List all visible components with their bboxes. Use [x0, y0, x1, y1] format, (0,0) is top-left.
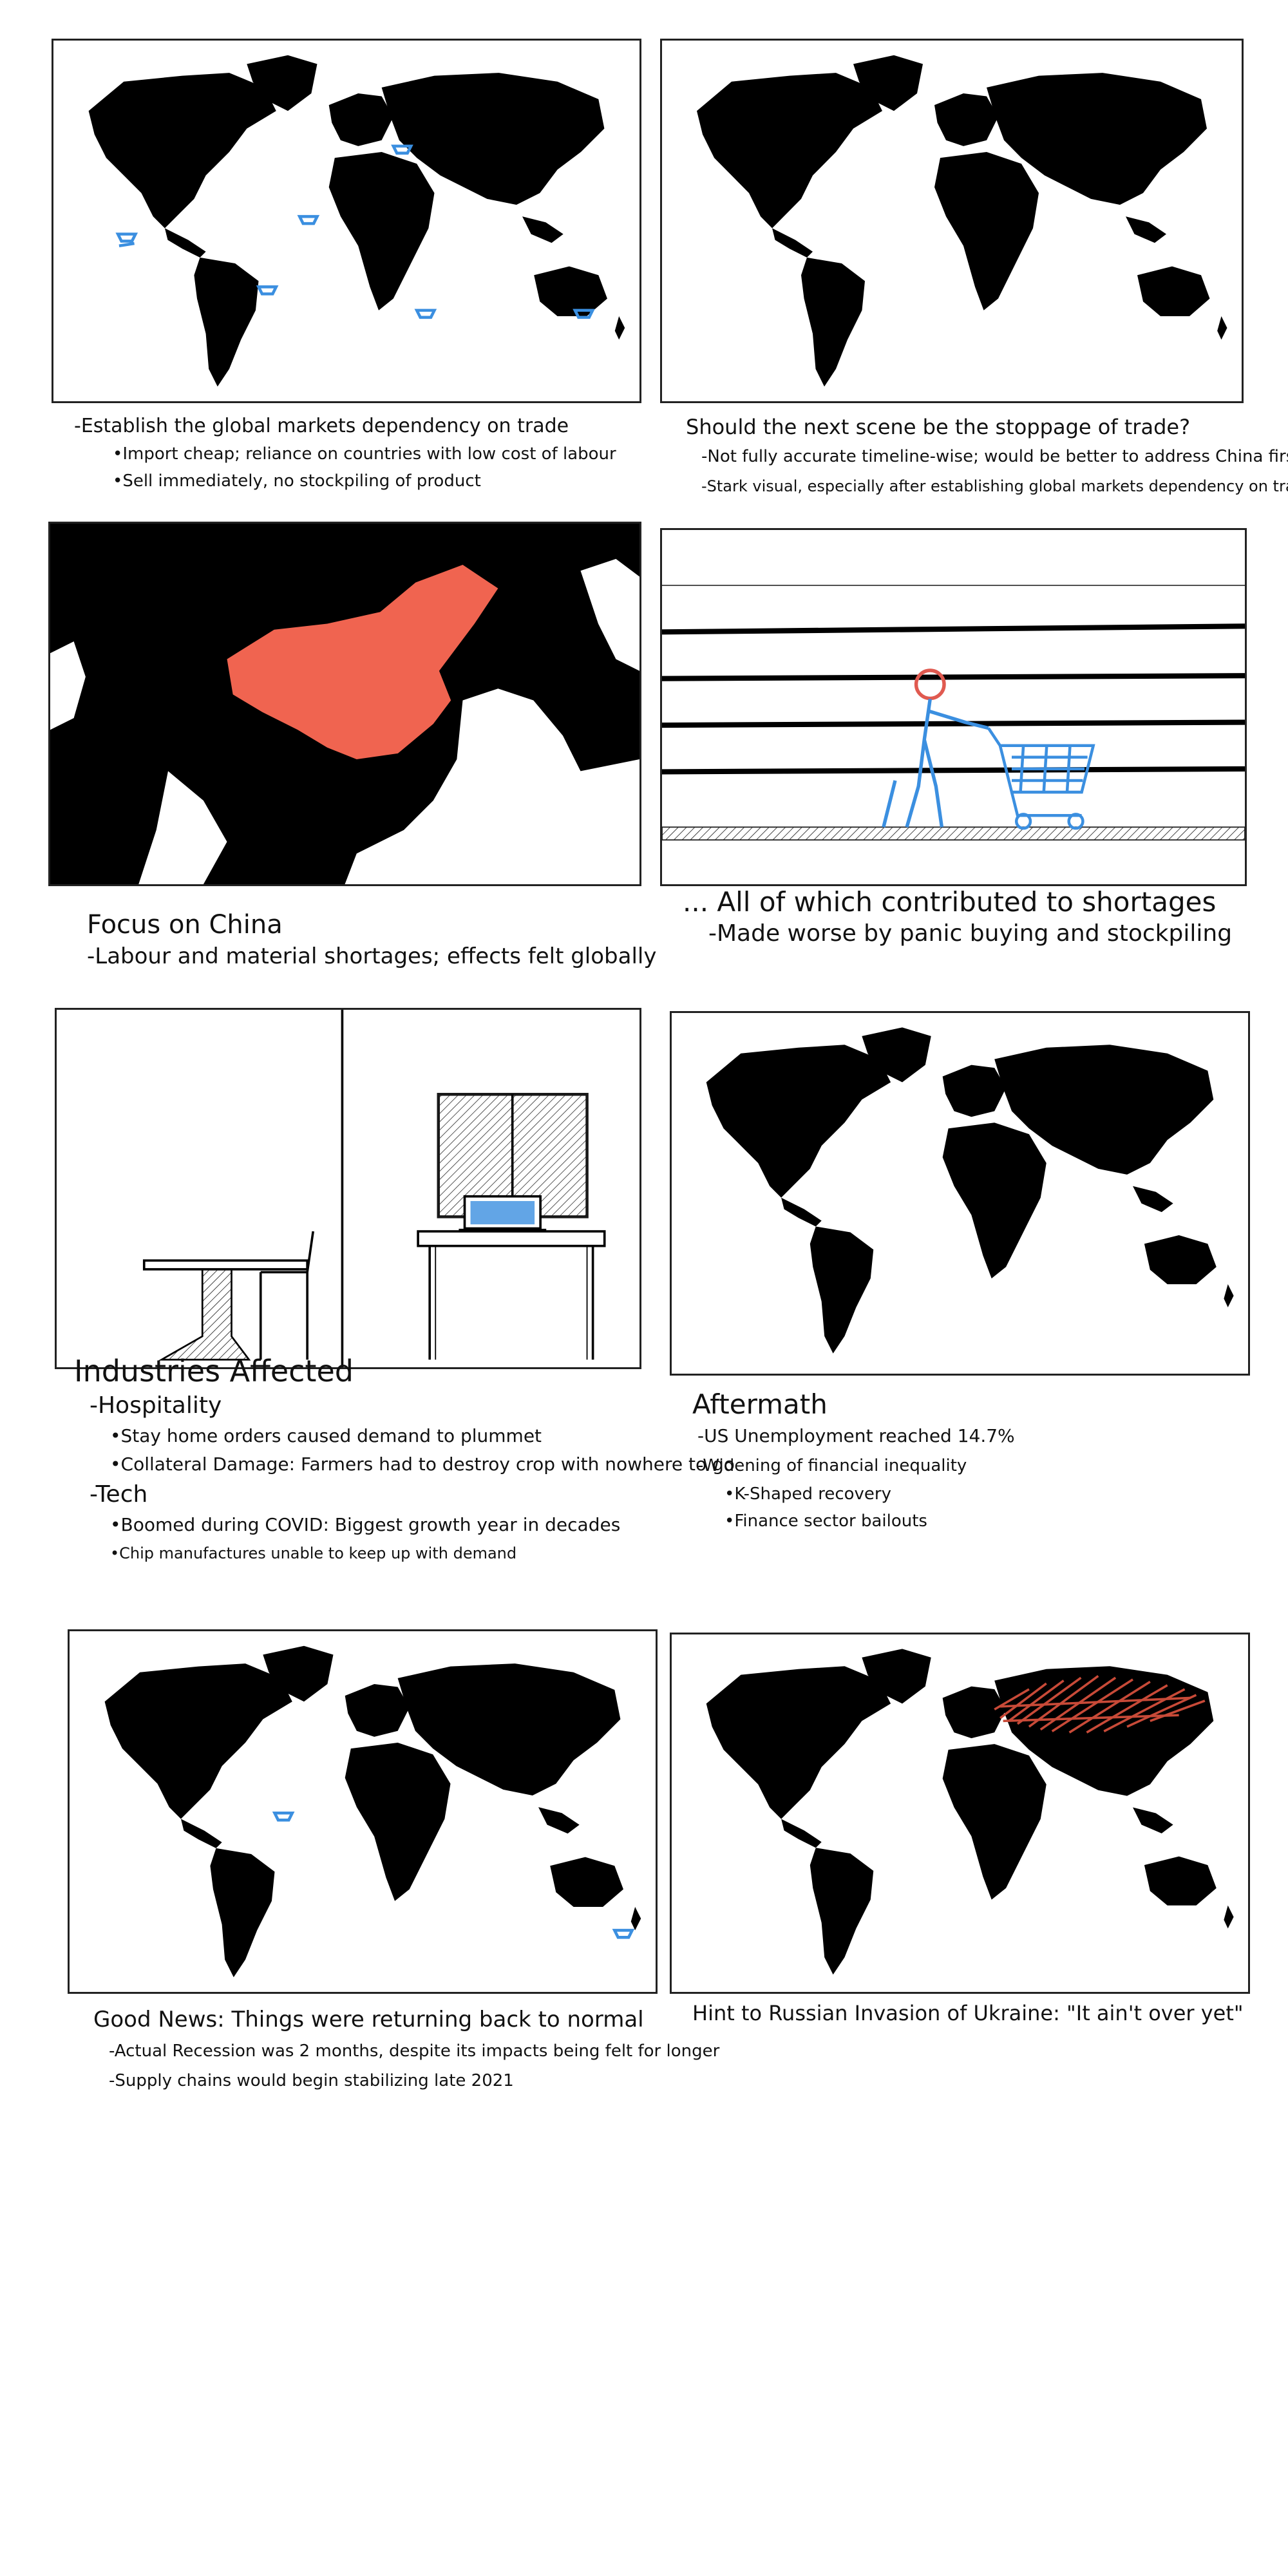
note-title: Focus on China [87, 910, 283, 940]
panel-7-good-news [68, 1629, 658, 1994]
note-item: •Stay home orders caused demand to plumm… [110, 1425, 542, 1446]
note-title: Industries Affected [74, 1354, 354, 1388]
ship-icon [272, 1812, 635, 1939]
world-map-plain [706, 1027, 1234, 1354]
note-item: -Not fully accurate timeline-wise; would… [701, 447, 1288, 466]
world-map-plain [697, 55, 1227, 387]
panel-8-russia-hint [670, 1633, 1250, 1994]
laptop-icon [459, 1195, 547, 1232]
note-item: -Widening of financial inequality [697, 1456, 967, 1475]
empty-shelves-scene [662, 585, 1245, 841]
note-item: -Stark visual, especially after establis… [701, 477, 1288, 495]
panel-5-notes: Industries Affected -Hospitality •Stay h… [74, 1352, 735, 1567]
panel-1-notes: -Establish the global markets dependency… [74, 412, 616, 495]
note-section-heading: -Hospitality [90, 1392, 222, 1419]
note-item: •Sell immediately, no stockpiling of pro… [113, 471, 481, 491]
panel-2-notes: Should the next scene be the stoppage of… [686, 412, 1288, 501]
shopping-cart-icon [987, 727, 1095, 830]
panel-4-notes: ... All of which contributed to shortage… [683, 886, 1232, 949]
panel-1-world-trade [52, 39, 641, 403]
note-item: -Actual Recession was 2 months, despite … [109, 2041, 720, 2061]
note-item: •Chip manufactures unable to keep up wit… [110, 1544, 517, 1562]
world-map-trade [88, 55, 625, 387]
note-title: Good News: Things were returning back to… [93, 2007, 644, 2032]
hospitality-tech-scene [142, 1010, 606, 1367]
note-section-heading: -Tech [90, 1481, 148, 1508]
asia-map [50, 524, 639, 884]
note-item: •Collateral Damage: Farmers had to destr… [110, 1454, 735, 1475]
world-map-trade-resuming [104, 1645, 641, 1978]
china-region [227, 565, 498, 760]
note-item: -US Unemployment reached 14.7% [697, 1425, 1015, 1446]
note-title: Aftermath [692, 1388, 828, 1420]
note-item: -Supply chains would begin stabilizing l… [109, 2071, 514, 2090]
note-item: -Labour and material shortages; effects … [87, 943, 657, 969]
russia-scribble [994, 1675, 1206, 1734]
ship-icon [115, 144, 595, 319]
panel-5-industries-room [55, 1008, 641, 1369]
note-title: Should the next scene be the stoppage of… [686, 415, 1191, 439]
panel-6-notes: Aftermath -US Unemployment reached 14.7%… [692, 1388, 1015, 1535]
panel-4-shortages-shelves [660, 528, 1247, 886]
note-item: •Boomed during COVID: Biggest growth yea… [110, 1514, 621, 1535]
shopper-figure-icon [882, 668, 989, 828]
note-title: -Establish the global markets dependency… [74, 415, 569, 437]
panel-7-notes: Good News: Things were returning back to… [93, 2003, 719, 2096]
note-title: Hint to Russian Invasion of Ukraine: "It… [692, 2001, 1244, 2025]
note-subitem: •K-Shaped recovery [724, 1484, 891, 1504]
note-subitem: •Finance sector bailouts [724, 1511, 927, 1531]
panel-3-china-focus [48, 522, 641, 886]
note-item: -Made worse by panic buying and stockpil… [708, 920, 1233, 947]
panel-3-notes: Focus on China -Labour and material shor… [87, 908, 656, 971]
world-map-russia [706, 1649, 1234, 1975]
panel-2-world-stoppage [660, 39, 1244, 403]
panel-8-notes: Hint to Russian Invasion of Ukraine: "It… [692, 1996, 1244, 2030]
note-item: •Import cheap; reliance on countries wit… [113, 444, 616, 464]
panel-6-aftermath [670, 1011, 1250, 1376]
note-title: ... All of which contributed to shortage… [683, 886, 1217, 918]
